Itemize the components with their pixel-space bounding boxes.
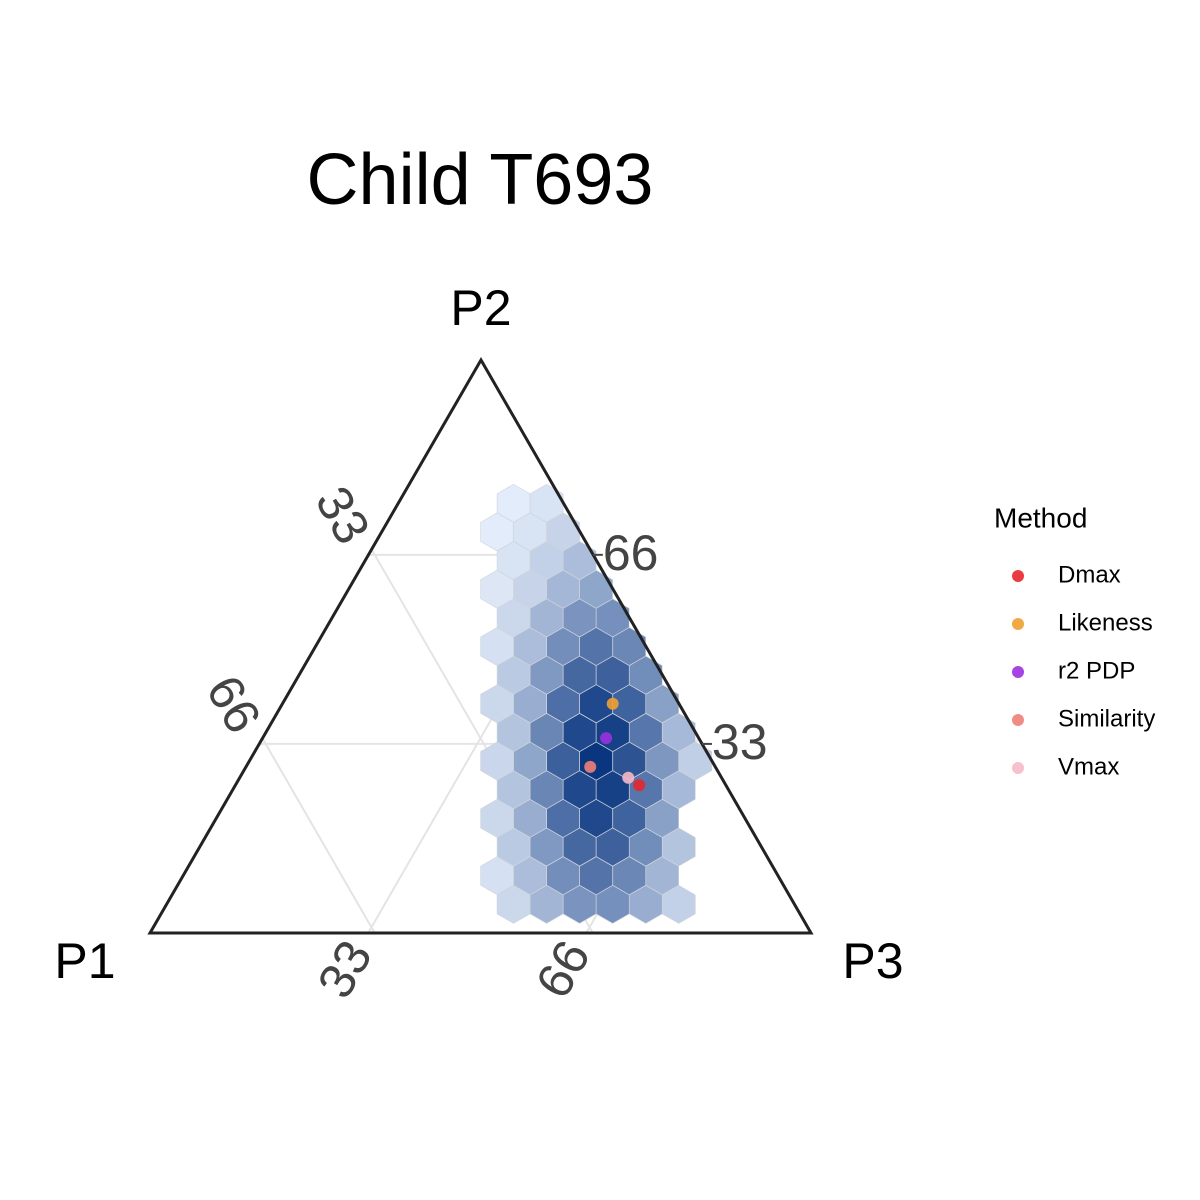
method-point <box>633 779 646 792</box>
legend-label: Likeness <box>1058 609 1153 636</box>
p1-tick-label: 66 <box>196 666 272 742</box>
vertex-label: P1 <box>54 933 115 989</box>
legend-swatch <box>1012 762 1024 774</box>
p1-tick-label: 33 <box>305 477 381 553</box>
p3-tick-label: 66 <box>525 931 601 1007</box>
legend-label: Vmax <box>1058 753 1119 780</box>
legend-label: Similarity <box>1058 705 1155 732</box>
legend-swatch <box>1012 570 1024 582</box>
legend-title: Method <box>994 502 1087 533</box>
legend-label: r2 PDP <box>1058 657 1135 684</box>
triangle-outline <box>147 356 814 935</box>
method-point <box>606 697 619 710</box>
grid-line <box>261 737 376 934</box>
legend-swatch <box>1012 666 1024 678</box>
vertex-label: P3 <box>842 933 903 989</box>
p2-tick-label: 66 <box>603 525 659 581</box>
legend-label: Dmax <box>1058 561 1121 588</box>
method-point <box>622 771 635 784</box>
p2-tick-label: 33 <box>712 714 768 770</box>
chart-title: Child T693 <box>307 140 654 220</box>
method-point <box>584 760 597 773</box>
p3-tick-label: 33 <box>307 931 383 1007</box>
method-point <box>600 732 613 745</box>
hexbin <box>529 483 564 523</box>
vertex-label: P2 <box>450 280 511 336</box>
legend-swatch <box>1012 618 1024 630</box>
legend-swatch <box>1012 714 1024 726</box>
